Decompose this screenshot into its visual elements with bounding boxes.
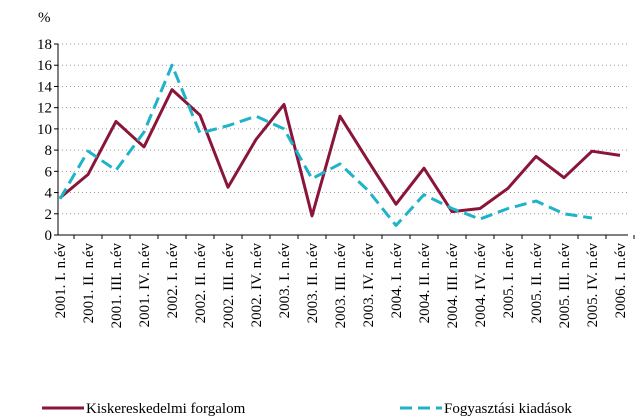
x-tick-label: 2005. III. n.év xyxy=(557,243,573,329)
y-tick-label: 12 xyxy=(37,101,52,117)
x-tick-label: 2002. I. n.év xyxy=(165,243,181,319)
x-tick-label: 2001. IV. n.év xyxy=(137,243,153,328)
x-tick-label: 2003. III. n.év xyxy=(333,243,349,329)
y-axis-unit: % xyxy=(38,10,51,26)
x-tick-label: 2004. II. n.év xyxy=(417,243,433,324)
y-tick-label: 4 xyxy=(45,186,53,202)
y-tick-label: 0 xyxy=(45,228,53,244)
x-tick-label: 2006. I. n.év xyxy=(613,243,629,319)
series-line xyxy=(59,88,621,218)
x-tick-label: 2005. I. n.év xyxy=(501,243,517,319)
x-tick-label: 2002. III. n.év xyxy=(221,243,237,329)
x-tick-label: 2003. IV. n.év xyxy=(361,243,377,328)
y-tick-label: 18 xyxy=(37,37,52,53)
x-tick-label: 2001. I. n.év xyxy=(53,243,69,319)
x-tick-label: 2002. II. n.év xyxy=(193,243,209,324)
x-tick-label: 2002. IV. n.év xyxy=(249,243,265,328)
y-tick-label: 14 xyxy=(37,79,53,95)
legend-label: Kiskereskedelmi forgalom xyxy=(86,401,246,417)
y-tick-label: 6 xyxy=(45,164,53,180)
x-tick-label: 2004. IV. n.év xyxy=(473,243,489,328)
y-tick-label: 16 xyxy=(37,58,53,74)
x-tick-label: 2004. III. n.év xyxy=(445,243,461,329)
x-tick-label: 2004. I. n.év xyxy=(389,243,405,319)
legend-label: Fogyasztási kiadások xyxy=(444,401,572,417)
x-tick-label: 2005. IV. n.év xyxy=(585,243,601,328)
y-tick-label: 8 xyxy=(45,143,53,159)
x-tick-label: 2001. II. n.év xyxy=(81,243,97,324)
x-tick-label: 2003. I. n.év xyxy=(277,243,293,319)
x-tick-label: 2003. II. n.év xyxy=(305,243,321,324)
y-tick-label: 2 xyxy=(45,207,53,223)
y-tick-label: 10 xyxy=(37,122,52,138)
x-tick-label: 2005. II. n.év xyxy=(529,243,545,324)
series-line xyxy=(58,63,593,227)
x-tick-label: 2001. III. n.év xyxy=(109,243,125,329)
